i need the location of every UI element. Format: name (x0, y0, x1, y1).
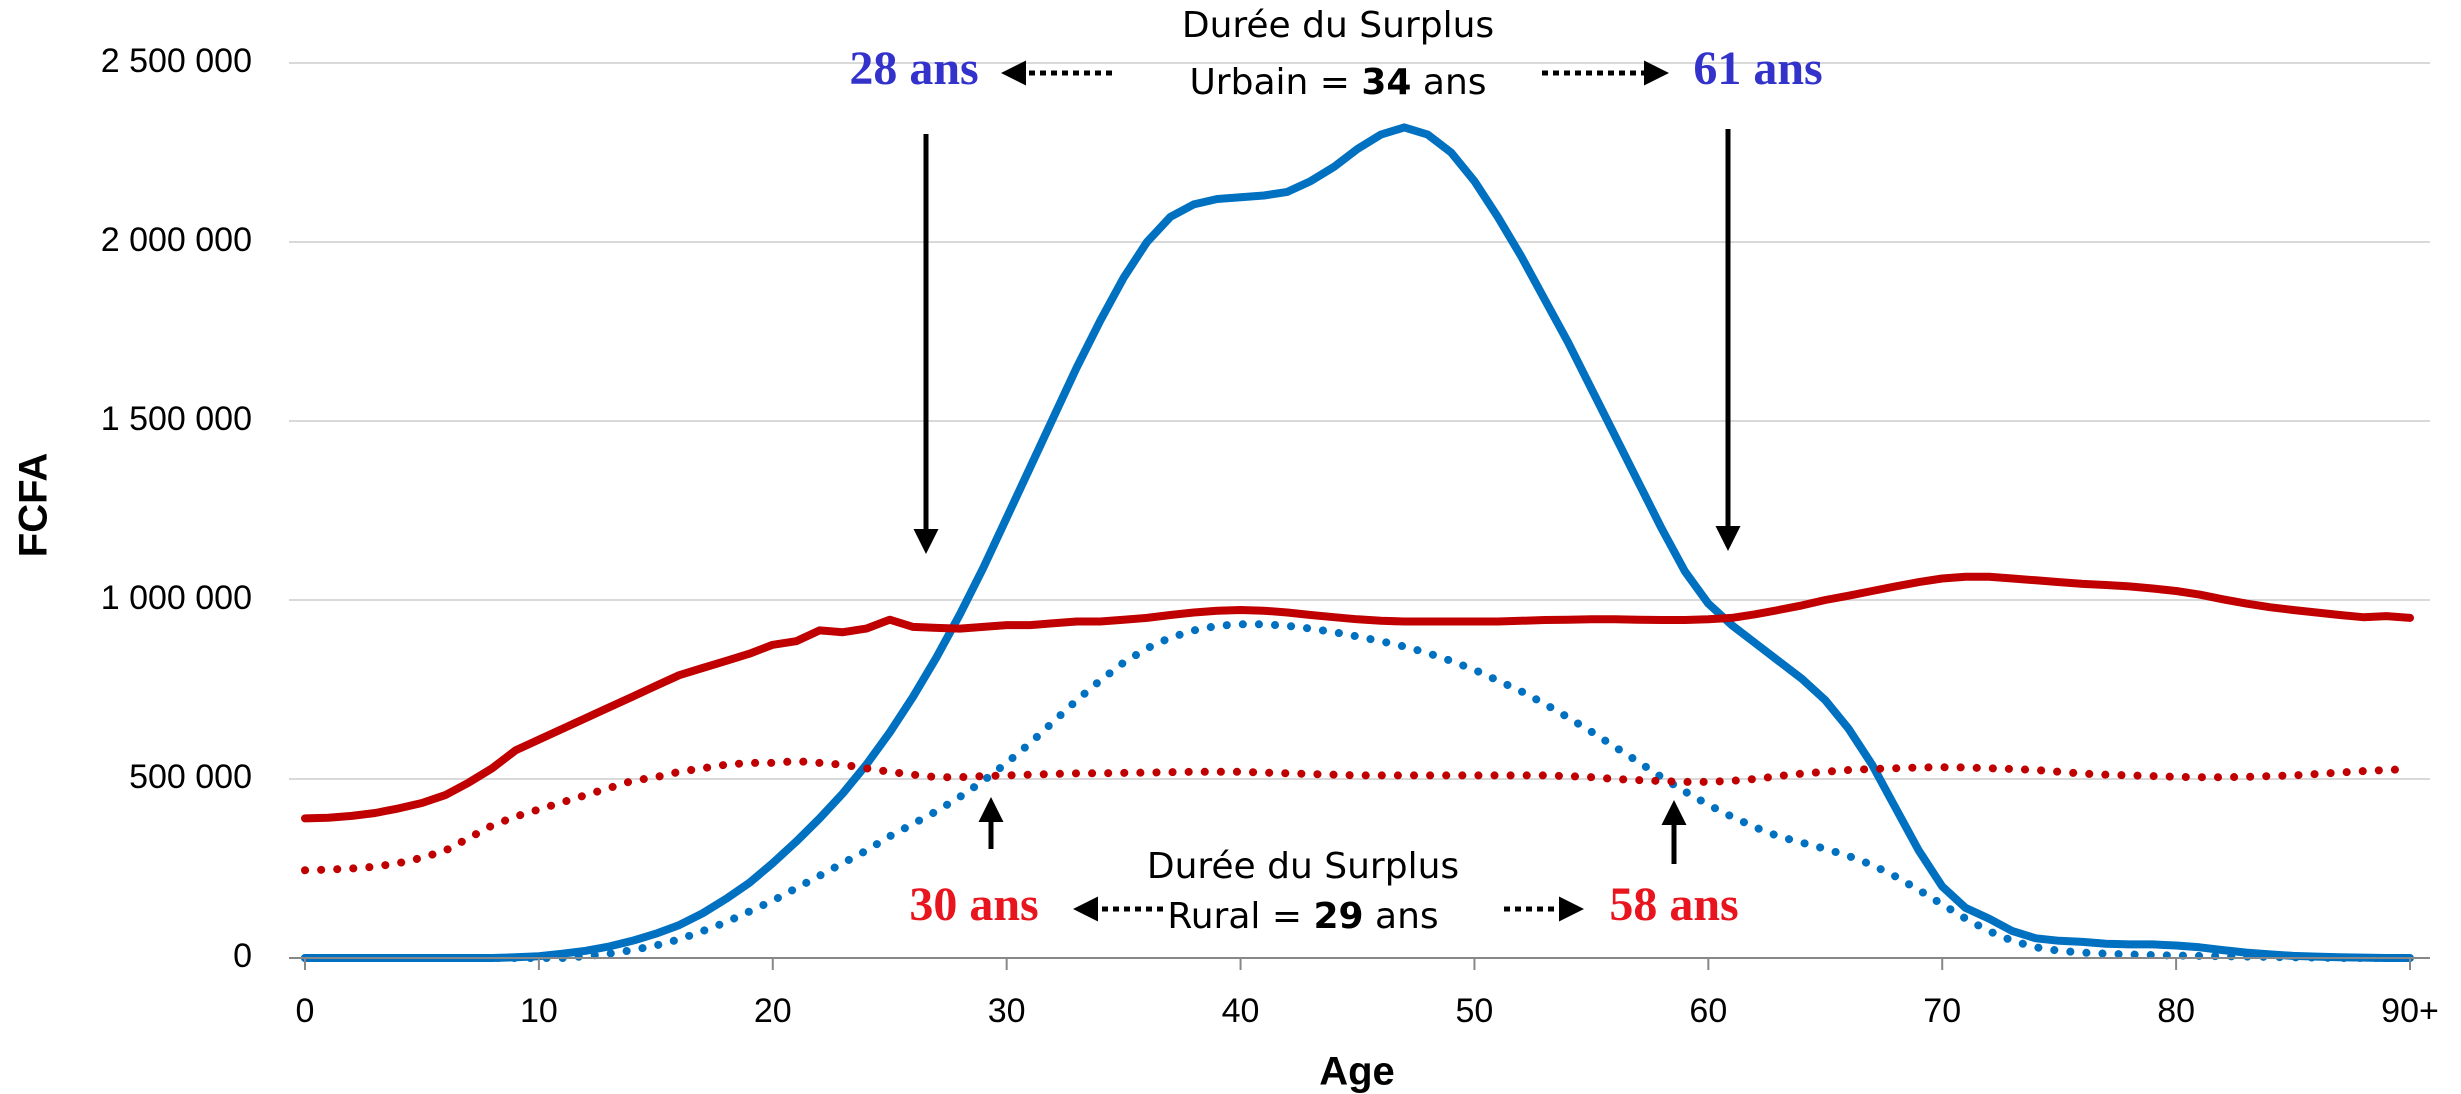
x-tick-label: 0 (296, 992, 315, 1030)
y-tick-label: 0 (233, 937, 252, 975)
x-tick-label: 10 (520, 992, 558, 1030)
annotation-suffix: ans (1411, 62, 1486, 103)
annotation-duration: Urbain = 34 ans (1189, 62, 1486, 103)
annotation-suffix: ans (1364, 896, 1439, 937)
annotation-years: 34 (1361, 62, 1411, 103)
series-line (301, 757, 2414, 875)
y-tick-label: 2 000 000 (101, 221, 252, 259)
annotation-duration: Rural = 29 ans (1167, 896, 1438, 937)
y-axis-title: FCFA (12, 453, 56, 557)
annotation-prefix: Rural = (1167, 896, 1313, 937)
annotation-prefix: Urbain = (1189, 62, 1361, 103)
grid (289, 62, 2430, 959)
x-tick-label: 70 (1923, 992, 1961, 1030)
x-tick-label: 20 (754, 992, 792, 1030)
x-tick-label: 40 (1222, 992, 1260, 1030)
y-tick-label: 1 500 000 (101, 400, 252, 438)
x-axis-title: Age (1319, 1050, 1395, 1094)
series-line (301, 620, 2414, 962)
axes: 0 500 000 1 000 000 1 500 000 2 000 000 2 500… (101, 42, 2439, 1030)
y-tick-label: 500 000 (129, 758, 252, 796)
x-tick-label: 80 (2157, 992, 2195, 1030)
x-tick-label: 60 (1689, 992, 1727, 1030)
lines (301, 123, 2414, 962)
series-line (301, 123, 2414, 962)
annotation-end: 58 ans (1609, 878, 1738, 931)
x-tick-label: 30 (988, 992, 1026, 1030)
y-tick-label: 2 500 000 (101, 42, 252, 80)
annotation-years: 29 (1313, 896, 1363, 937)
annotation-end: 61 ans (1693, 42, 1822, 95)
x-tick-label: 50 (1456, 992, 1494, 1030)
annotation-title: Durée du Surplus (1147, 846, 1459, 887)
y-tick-label: 1 000 000 (101, 579, 252, 617)
annotation-start: 28 ans (849, 42, 978, 95)
series-line (301, 572, 2414, 823)
annotation-title: Durée du Surplus (1182, 5, 1494, 46)
x-tick-label: 90+ (2381, 992, 2439, 1030)
annotation-start: 30 ans (909, 878, 1038, 931)
